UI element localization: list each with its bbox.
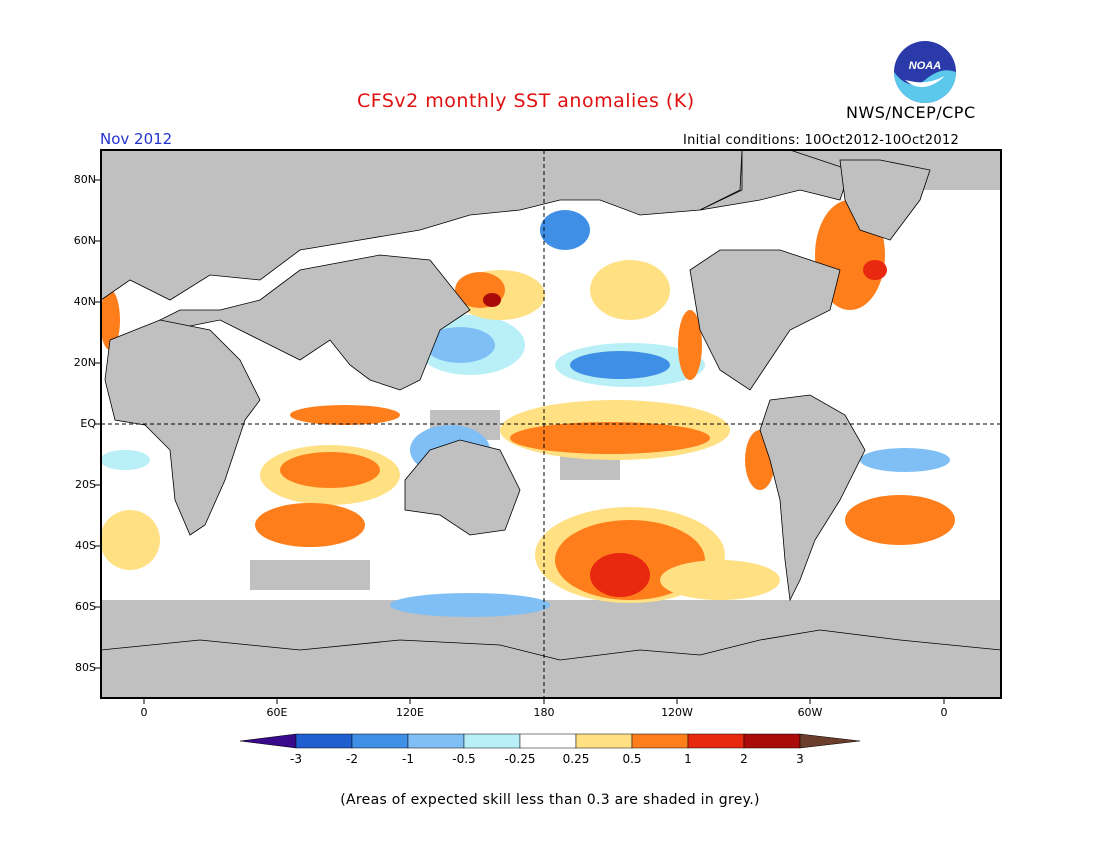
- lat-label: 60N: [73, 234, 96, 247]
- colorbar-tick-label: 0.25: [562, 752, 590, 766]
- lat-label: 60S: [75, 600, 96, 613]
- lat-label: EQ: [80, 417, 96, 430]
- logo-lettering: NOAA: [909, 60, 941, 72]
- colorbar-swatch: [743, 733, 801, 749]
- lat-label: 80N: [73, 173, 96, 186]
- antarctica-land: [101, 629, 1001, 698]
- colorbar-swatch: [575, 733, 633, 749]
- map-title: CFSv2 monthly SST anomalies (K): [357, 90, 695, 112]
- colorbar-tick-label: -1: [402, 752, 414, 766]
- colorbar-arrow-min: [239, 733, 297, 749]
- lat-label: 20S: [75, 478, 96, 491]
- colorbar-tick-label: 0.5: [622, 752, 642, 766]
- eurasia-land: [101, 150, 743, 391]
- lon-label: 120W: [661, 706, 693, 719]
- lon-label: 60E: [266, 706, 288, 719]
- colorbar-swatch: [407, 733, 465, 749]
- colorbar-swatch: [519, 733, 577, 749]
- colorbar-tick-label: -2: [346, 752, 358, 766]
- lon-label: 180: [533, 706, 555, 719]
- lon-label: 120E: [396, 706, 424, 719]
- colorbar: [239, 733, 861, 749]
- skill-footnote: (Areas of expected skill less than 0.3 a…: [340, 792, 760, 808]
- lat-label: 80S: [75, 661, 96, 674]
- south-america-land: [759, 394, 866, 602]
- colorbar-tick-label: 1: [684, 752, 692, 766]
- colorbar-swatch: [631, 733, 689, 749]
- africa-land: [104, 319, 261, 536]
- australia-land: [404, 439, 521, 536]
- colorbar-swatch: [295, 733, 353, 749]
- lon-label: 60W: [797, 706, 823, 719]
- colorbar-tick-label: 3: [796, 752, 804, 766]
- initial-conditions: Initial conditions: 10Oct2012-10Oct2012: [683, 133, 960, 148]
- greenland-land: [839, 159, 931, 241]
- land-masses: [101, 150, 1001, 698]
- noaa-logo: NOAA: [894, 41, 956, 103]
- lat-label: 40N: [73, 295, 96, 308]
- colorbar-tick-label: -0.25: [504, 752, 536, 766]
- colorbar-tick-label: 2: [740, 752, 748, 766]
- colorbar-tick-label: -0.5: [452, 752, 476, 766]
- forecast-period: Nov 2012: [100, 130, 173, 148]
- lat-label: 20N: [73, 356, 96, 369]
- colorbar-swatch: [351, 733, 409, 749]
- axis-ticks: [95, 179, 945, 704]
- lon-label: 0: [940, 706, 948, 719]
- lat-label: 40S: [75, 539, 96, 552]
- agency-label: NWS/NCEP/CPC: [846, 103, 976, 122]
- lon-label: 0: [140, 706, 148, 719]
- colorbar-tick-label: -3: [290, 752, 302, 766]
- colorbar-arrow-max: [799, 733, 861, 749]
- colorbar-swatch: [687, 733, 745, 749]
- colorbar-swatch: [463, 733, 521, 749]
